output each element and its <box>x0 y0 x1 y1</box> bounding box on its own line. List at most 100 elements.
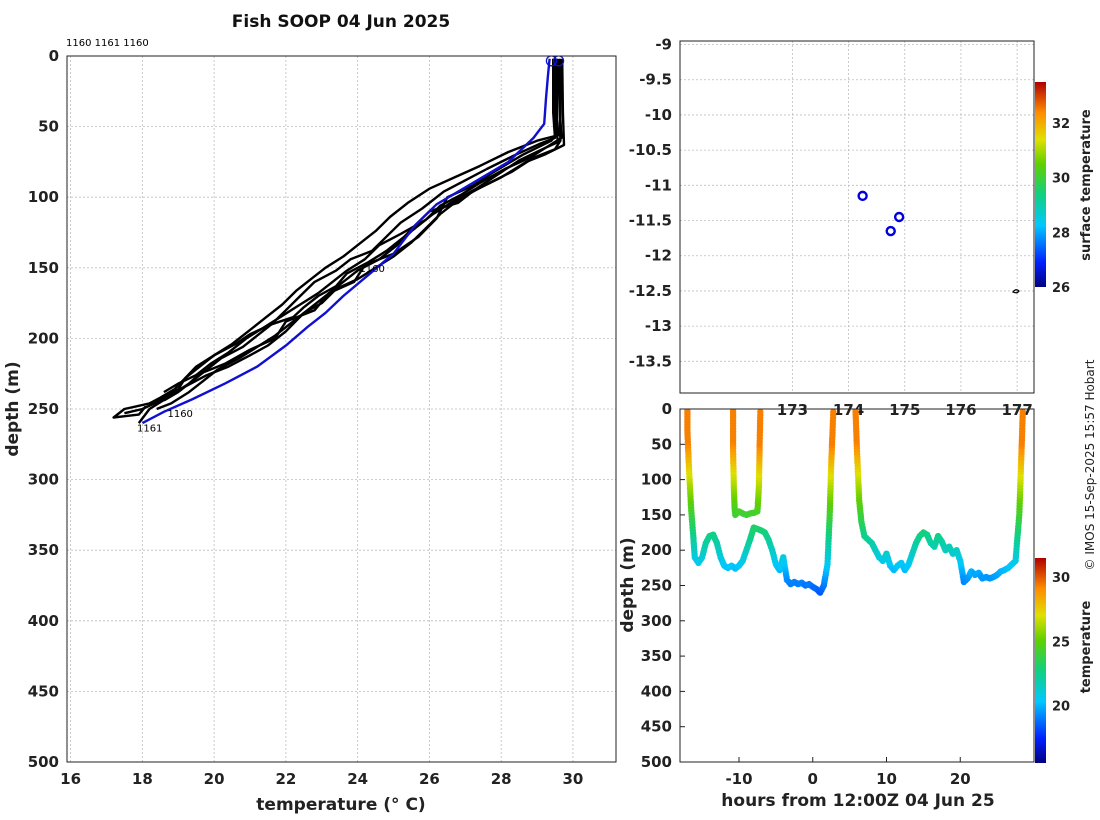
td-x-tick-3: 20 <box>950 770 971 788</box>
map-y-ticks: -9 -9.5 -10 -10.5 -11 -11.5 -12 -12.5 -13 -13.5 <box>629 36 672 371</box>
td-point-0-44-18 <box>830 409 837 416</box>
map-y-tick-4: -11 <box>645 176 672 194</box>
td-y-tick-5: 250 <box>641 577 672 595</box>
map-x-tick-4: 177 <box>1001 401 1032 419</box>
map-axes-box <box>679 40 1035 394</box>
map-y-tick-3: -10.5 <box>629 141 672 159</box>
profiles-lines: 1160 1160 1161 <box>112 56 566 434</box>
map-x-tick-2: 175 <box>889 401 920 419</box>
map-y-tick-6: -12 <box>645 247 672 265</box>
time-depth-panel: 0 50 100 150 200 250 300 350 400 450 500 -10 0 10 20 … <box>618 400 1094 811</box>
profiles-x-ticks: 16 18 20 22 24 26 28 30 <box>60 770 583 788</box>
temperature-colorbar-label: temperature <box>1079 601 1094 694</box>
td-x-tick-1: 0 <box>808 770 818 788</box>
time-depth-points <box>684 409 1026 596</box>
mean-profile-line <box>141 58 551 425</box>
profiles-x-tick-4: 24 <box>347 770 368 788</box>
profiles-y-tick-0: 0 <box>49 47 59 65</box>
map-x-tick-3: 176 <box>945 401 976 419</box>
td-y-tick-3: 150 <box>641 506 672 524</box>
td-point-1-13-11 <box>757 409 764 416</box>
figure-title: Fish SOOP 04 Jun 2025 <box>232 12 450 32</box>
temperature-colorbar <box>1035 558 1046 763</box>
profiles-x-tick-7: 30 <box>563 770 584 788</box>
profiles-x-tick-1: 18 <box>132 770 153 788</box>
cast-annotation-2: 1161 <box>137 423 162 434</box>
surface-marker-0 <box>545 56 558 67</box>
map-colorbar-ticks: 26 28 30 32 <box>1052 117 1070 296</box>
profiles-y-tick-6: 300 <box>28 471 59 489</box>
profiles-y-tick-8: 400 <box>28 612 59 630</box>
map-grid <box>680 41 1034 393</box>
profiles-x-tick-0: 16 <box>60 770 81 788</box>
profiles-x-tick-6: 28 <box>491 770 512 788</box>
map-y-tick-7: -12.5 <box>629 282 672 300</box>
td-y-tick-0: 0 <box>662 400 672 418</box>
cast-annotation-1: 1160 <box>167 409 192 420</box>
map-x-ticks: 173 174 175 176 177 <box>777 401 1033 419</box>
profiles-x-tick-2: 20 <box>204 770 225 788</box>
map-colorbar-tick-1: 28 <box>1052 226 1070 241</box>
time-depth-y-ticks: 0 50 100 150 200 250 300 350 400 450 500 <box>641 400 685 771</box>
td-y-tick-8: 400 <box>641 682 672 700</box>
td-y-tick-2: 100 <box>641 471 672 489</box>
map-point-2 <box>893 211 905 223</box>
profiles-y-tick-1: 50 <box>38 118 59 136</box>
profiles-axes-box <box>66 55 617 763</box>
profiles-y-tick-3: 150 <box>28 259 59 277</box>
map-points <box>857 190 905 237</box>
td-y-tick-6: 300 <box>641 612 672 630</box>
map-x-tick-1: 174 <box>833 401 864 419</box>
temperature-colorbar-tick-2: 30 <box>1052 571 1070 586</box>
profiles-x-tick-5: 26 <box>419 770 440 788</box>
profiles-y-label: depth (m) <box>3 361 23 456</box>
profiles-y-tick-2: 100 <box>28 188 59 206</box>
map-colorbar <box>1035 82 1046 287</box>
map-x-tick-0: 173 <box>777 401 808 419</box>
map-point-0 <box>857 190 868 202</box>
td-y-tick-4: 200 <box>641 541 672 559</box>
map-colorbar-label: surface temperature <box>1079 109 1094 261</box>
temperature-colorbar-ticks: 20 25 30 <box>1052 571 1070 714</box>
map-y-tick-0: -9 <box>655 36 672 54</box>
map-colorbar-tick-0: 26 <box>1052 281 1070 296</box>
map-y-tick-9: -13.5 <box>629 352 672 370</box>
profiles-x-tick-3: 22 <box>275 770 296 788</box>
td-y-tick-10: 500 <box>641 753 672 771</box>
island-outline <box>1012 289 1020 294</box>
profiles-y-tick-10: 500 <box>28 753 59 771</box>
temperature-colorbar-tick-0: 20 <box>1052 699 1070 714</box>
time-depth-x-label: hours from 12:00Z 04 Jun 25 <box>721 791 994 811</box>
map-point-1 <box>885 225 896 237</box>
td-x-tick-0: -10 <box>725 770 752 788</box>
cast-annotation-0: 1160 <box>359 264 384 275</box>
td-y-tick-1: 50 <box>651 435 672 453</box>
td-point-2-48-14 <box>1019 409 1026 415</box>
temperature-colorbar-tick-1: 25 <box>1052 635 1070 650</box>
profiles-panel: 1160 1160 1161 16 18 20 22 24 26 28 30 0 50 100 150 2… <box>3 47 617 815</box>
profiles-y-ticks: 0 50 100 150 200 250 300 350 400 450 500 <box>28 47 59 771</box>
profiles-y-tick-7: 350 <box>28 541 59 559</box>
profile-line-4 <box>148 58 560 405</box>
profiles-grid <box>67 55 616 763</box>
profiles-y-tick-5: 250 <box>28 400 59 418</box>
imos-credit: © IMOS 15-Sep-2025 15:57 Hobart <box>1083 359 1097 570</box>
map-y-tick-1: -9.5 <box>639 71 672 89</box>
profiles-x-label: temperature (° C) <box>256 795 425 815</box>
profile-line-6 <box>156 58 560 411</box>
profile-line-2 <box>124 58 566 415</box>
time-depth-x-ticks: -10 0 10 20 <box>725 757 971 788</box>
map-y-tick-8: -13 <box>645 317 672 335</box>
td-y-tick-7: 350 <box>641 647 672 665</box>
td-y-tick-9: 450 <box>641 718 672 736</box>
td-x-tick-2: 10 <box>876 770 897 788</box>
map-y-tick-2: -10 <box>645 106 672 124</box>
map-colorbar-tick-3: 32 <box>1052 117 1070 132</box>
map-colorbar-tick-2: 30 <box>1052 172 1070 187</box>
profile-line-1 <box>137 58 562 424</box>
map-panel: -9 -9.5 -10 -10.5 -11 -11.5 -12 -12.5 -13 -13.5 1… <box>629 36 1094 419</box>
time-depth-y-label: depth (m) <box>618 537 638 632</box>
surface-marker-1 <box>552 56 565 67</box>
top-cast-labels: 1160 1161 1160 <box>66 38 149 49</box>
